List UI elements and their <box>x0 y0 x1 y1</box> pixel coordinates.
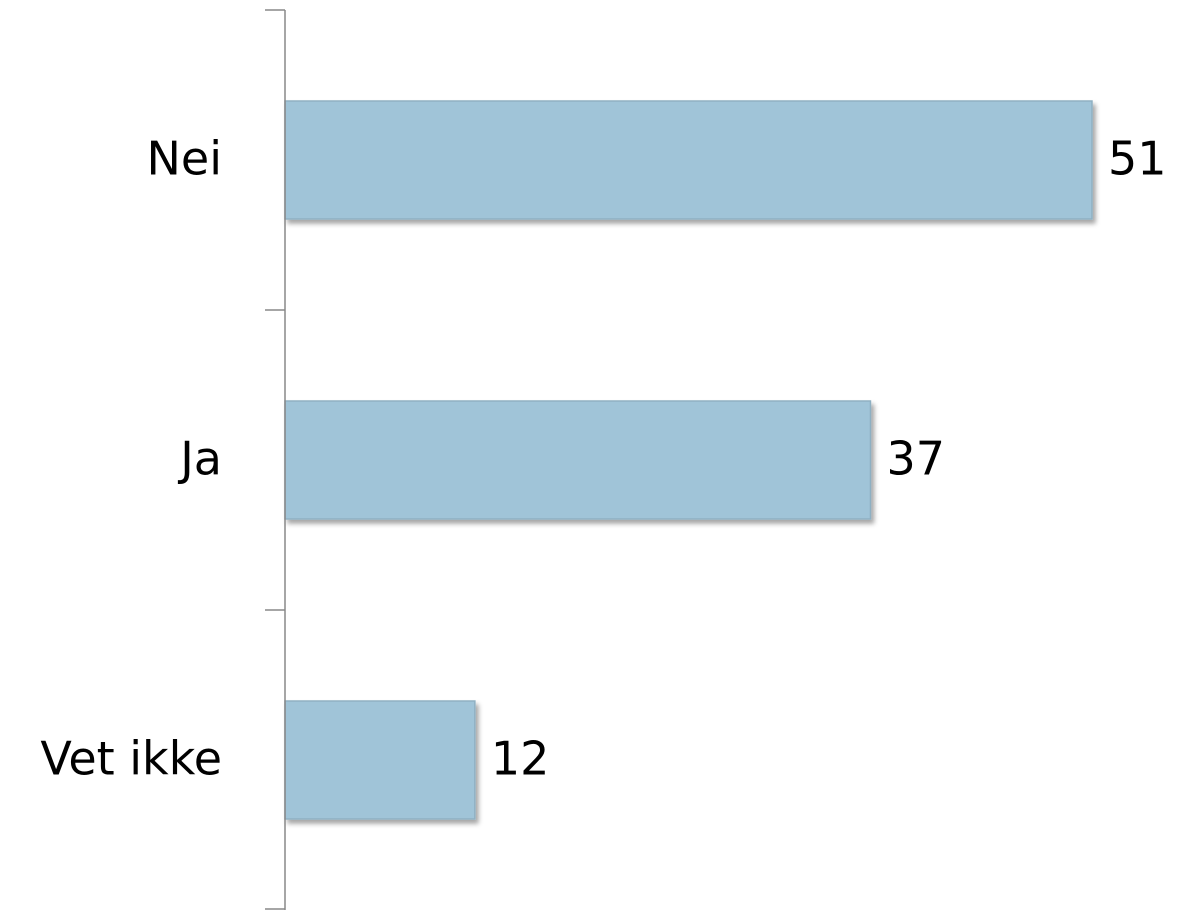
y-tick-label: Vet ikke <box>40 732 222 786</box>
data-label: 51 <box>1108 132 1167 186</box>
bar <box>284 700 476 820</box>
y-tick-label: Nei <box>147 132 223 186</box>
bar <box>284 400 872 520</box>
data-label: 12 <box>491 732 550 786</box>
y-tick-label: Ja <box>177 432 222 486</box>
bar <box>284 100 1093 220</box>
data-label: 37 <box>886 432 945 486</box>
